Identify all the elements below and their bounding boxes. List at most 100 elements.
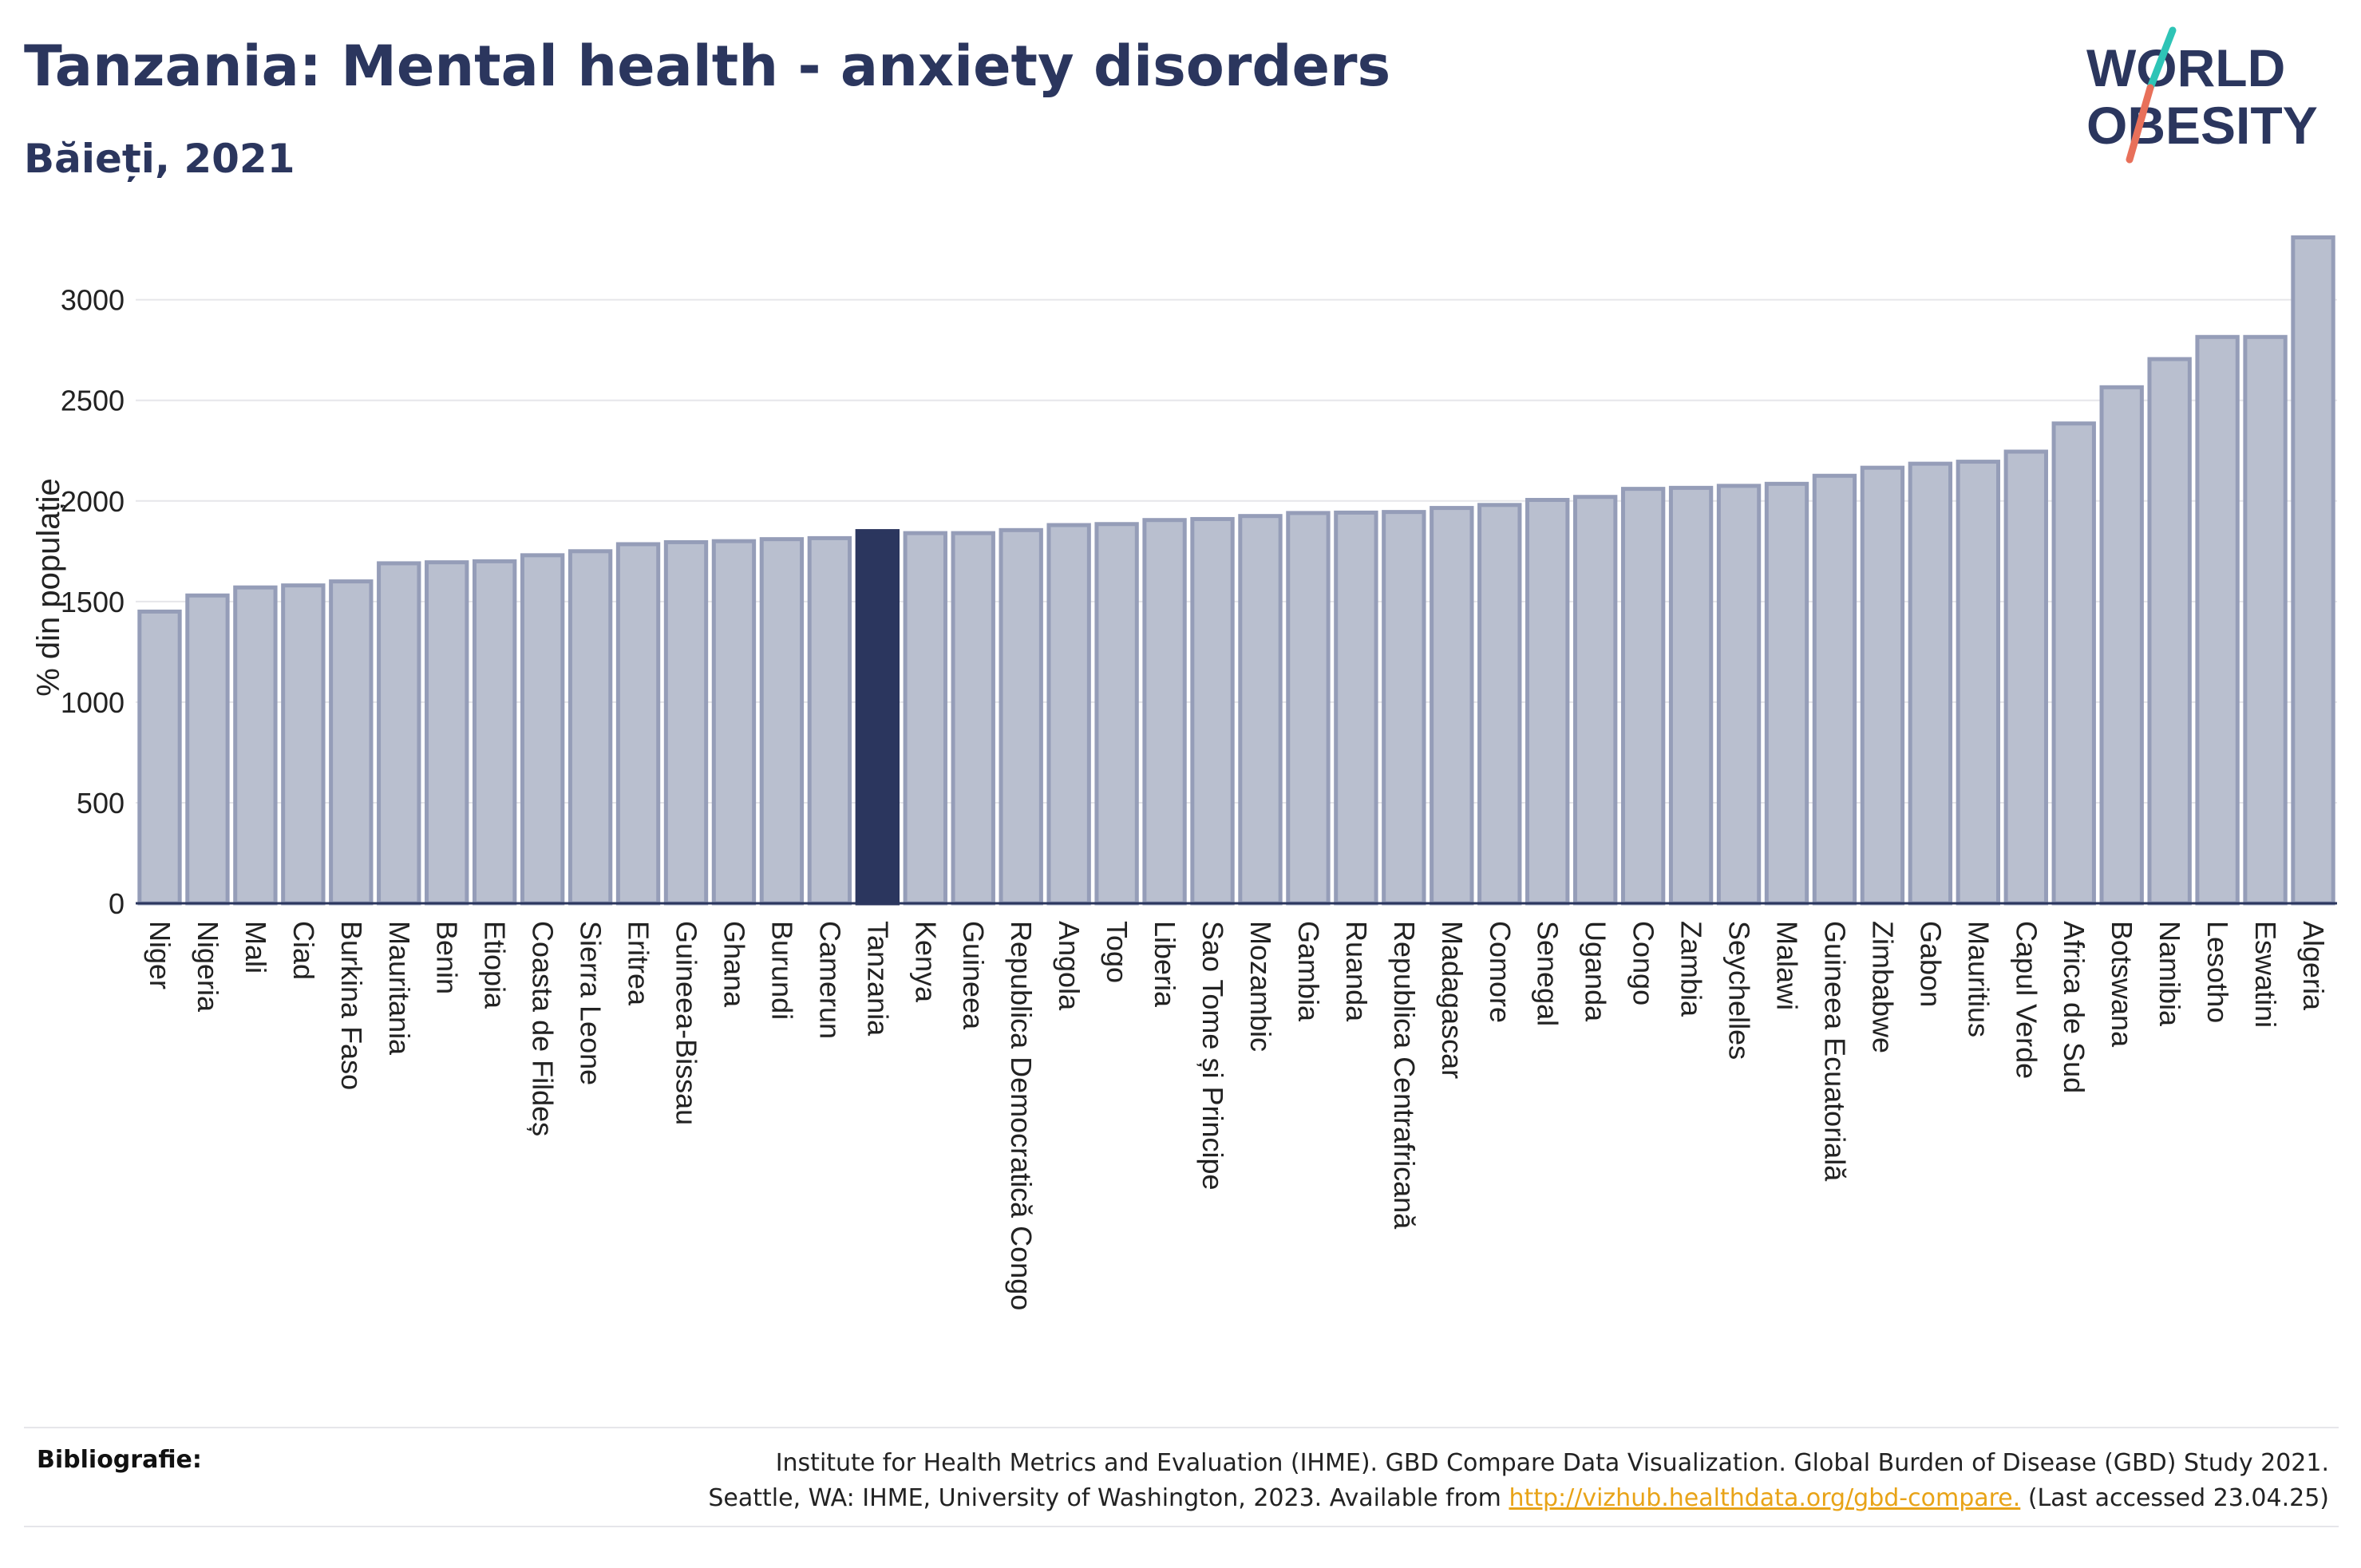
x-tick-label: Eritrea bbox=[623, 921, 655, 1006]
x-tick-label: Congo bbox=[1627, 921, 1660, 1005]
x-tick-label: Botswana bbox=[2106, 921, 2138, 1048]
logo-slash-teal bbox=[2146, 26, 2177, 92]
y-tick-label: 0 bbox=[109, 887, 125, 920]
bar-burkina-faso bbox=[329, 579, 374, 906]
x-tick-label: Comore bbox=[1484, 921, 1517, 1023]
x-tick-label: Mauritius bbox=[1962, 921, 1995, 1037]
footer-citation: Institute for Health Metrics and Evaluat… bbox=[413, 1446, 2329, 1516]
bar-zimbabwe bbox=[1860, 465, 1905, 906]
logo-text-world: WORLD bbox=[2086, 38, 2285, 97]
x-tick-label: Capul Verde bbox=[2010, 921, 2043, 1079]
bar-togo bbox=[1094, 522, 1139, 906]
world-obesity-logo: WORLD OBESITY bbox=[2086, 26, 2318, 164]
bar-mauritania bbox=[377, 561, 421, 906]
x-tick-label: Niger bbox=[144, 921, 176, 989]
y-tick-label: 1500 bbox=[61, 586, 125, 618]
x-tick-label: Ruanda bbox=[1340, 921, 1373, 1022]
x-axis: Niger Nigeria Mali Ciad Burkina Faso Mauritan… bbox=[136, 902, 2337, 1310]
footer-citation-line1: Institute for Health Metrics and Evaluat… bbox=[775, 1449, 2329, 1477]
bar-guineea-bissau bbox=[663, 539, 709, 906]
x-tick-label: Guineea-Bissau bbox=[670, 921, 703, 1125]
bar-benin bbox=[425, 560, 469, 906]
bar-kenya bbox=[903, 531, 947, 906]
x-tick-label: Guineea Ecuatorială bbox=[1818, 921, 1851, 1182]
logo-slash-coral bbox=[2126, 84, 2154, 164]
bar-eswatini bbox=[2243, 334, 2288, 906]
bar-africa-de-sud bbox=[2051, 421, 2096, 906]
x-tick-label: Senegal bbox=[1532, 921, 1564, 1026]
x-tick-label: Burundi bbox=[765, 921, 798, 1020]
x-tick-label: Sierra Leone bbox=[575, 921, 607, 1085]
x-tick-label: Ciad bbox=[287, 921, 320, 980]
x-tick-label: Etiopia bbox=[479, 921, 512, 1009]
bar-comore bbox=[1477, 503, 1522, 906]
bar-capul-verde bbox=[2003, 449, 2048, 906]
x-tick-label: Ghana bbox=[718, 921, 750, 1008]
bar-uganda bbox=[1572, 495, 1618, 906]
x-tick-label: Eswatini bbox=[2249, 921, 2282, 1028]
bar-botswana bbox=[2099, 385, 2144, 906]
bar-niger bbox=[137, 609, 182, 906]
x-tick-label: Tanzania bbox=[861, 921, 894, 1037]
bar-coasta-de-fildeș bbox=[520, 553, 565, 906]
footer-source-link[interactable]: http://vizhub.healthdata.org/gbd-compare… bbox=[1509, 1484, 2021, 1512]
y-tick-label: 500 bbox=[77, 787, 125, 820]
bars bbox=[137, 235, 2335, 906]
x-tick-label: Angola bbox=[1053, 921, 1086, 1011]
x-tick-label: Madagascar bbox=[1436, 921, 1469, 1079]
x-tick-label: Liberia bbox=[1149, 921, 1181, 1008]
bar-gambia bbox=[1286, 511, 1331, 906]
x-tick-label: Lesotho bbox=[2201, 921, 2234, 1023]
x-tick-label: Mali bbox=[239, 921, 272, 974]
page-subtitle: Băieți, 2021 bbox=[24, 136, 295, 182]
bar-guineea-ecuatorială bbox=[1812, 473, 1857, 906]
bar-ciad bbox=[281, 583, 326, 906]
x-tick-label: Uganda bbox=[1580, 921, 1612, 1022]
bar-republica-centrafricană bbox=[1382, 510, 1426, 906]
bar-chart: 0 500 1000 1500 2000 2500 3000 Niger Nigeria Mal… bbox=[31, 235, 2337, 1310]
x-tick-label: Gambia bbox=[1292, 921, 1325, 1022]
bar-ruanda bbox=[1334, 510, 1378, 906]
bar-mozambic bbox=[1238, 514, 1283, 906]
page-title: Tanzania: Mental health - anxiety disord… bbox=[24, 34, 1391, 99]
bar-guineea bbox=[951, 531, 995, 906]
bar-eritrea bbox=[615, 542, 661, 906]
bar-congo bbox=[1620, 487, 1666, 906]
bar-ghana bbox=[711, 539, 757, 906]
bar-algeria bbox=[2291, 235, 2335, 906]
bar-burundi bbox=[759, 537, 805, 906]
footer-divider-bottom bbox=[24, 1526, 2339, 1527]
bar-senegal bbox=[1525, 497, 1570, 906]
x-tick-label: Camerun bbox=[813, 921, 846, 1039]
footer-citation-line2-suffix: (Last accessed 23.04.25) bbox=[2027, 1484, 2329, 1512]
y-tick-label: 1000 bbox=[61, 686, 125, 719]
bar-nigeria bbox=[185, 593, 230, 906]
x-tick-label: Zimbabwe bbox=[1866, 921, 1899, 1053]
bar-mauritius bbox=[1956, 460, 2001, 906]
x-tick-label: Republica Centrafricană bbox=[1388, 921, 1421, 1230]
bar-malawi bbox=[1764, 481, 1809, 906]
y-tick-label: 3000 bbox=[61, 284, 125, 317]
bar-liberia bbox=[1142, 518, 1187, 906]
x-tick-label: Benin bbox=[431, 921, 464, 994]
x-tick-label: Togo bbox=[1101, 921, 1133, 983]
footer-divider-top bbox=[24, 1427, 2339, 1428]
x-tick-label: Nigeria bbox=[192, 921, 224, 1013]
x-tick-label: Mauritania bbox=[383, 921, 416, 1056]
x-tick-label: Republica Democratică Congo bbox=[1005, 921, 1038, 1310]
bar-sao-tome-și-principe bbox=[1190, 516, 1235, 906]
bar-etiopia bbox=[472, 559, 517, 906]
x-tick-label: Africa de Sud bbox=[2058, 921, 2090, 1093]
bar-tanzania bbox=[855, 529, 900, 906]
bar-republica-democratică-congo bbox=[999, 527, 1043, 906]
x-tick-label: Guineea bbox=[957, 921, 990, 1030]
footer-citation-line2-prefix: Seattle, WA: IHME, University of Washing… bbox=[708, 1484, 1501, 1512]
y-tick-label: 2000 bbox=[61, 485, 125, 518]
y-tick-label: 2500 bbox=[61, 385, 125, 417]
x-tick-label: Malawi bbox=[1771, 921, 1804, 1010]
bar-zambia bbox=[1668, 485, 1714, 906]
x-tick-label: Sao Tome și Principe bbox=[1196, 921, 1229, 1191]
bar-angola bbox=[1046, 523, 1091, 906]
bar-camerun bbox=[807, 535, 852, 906]
bar-lesotho bbox=[2195, 334, 2240, 906]
